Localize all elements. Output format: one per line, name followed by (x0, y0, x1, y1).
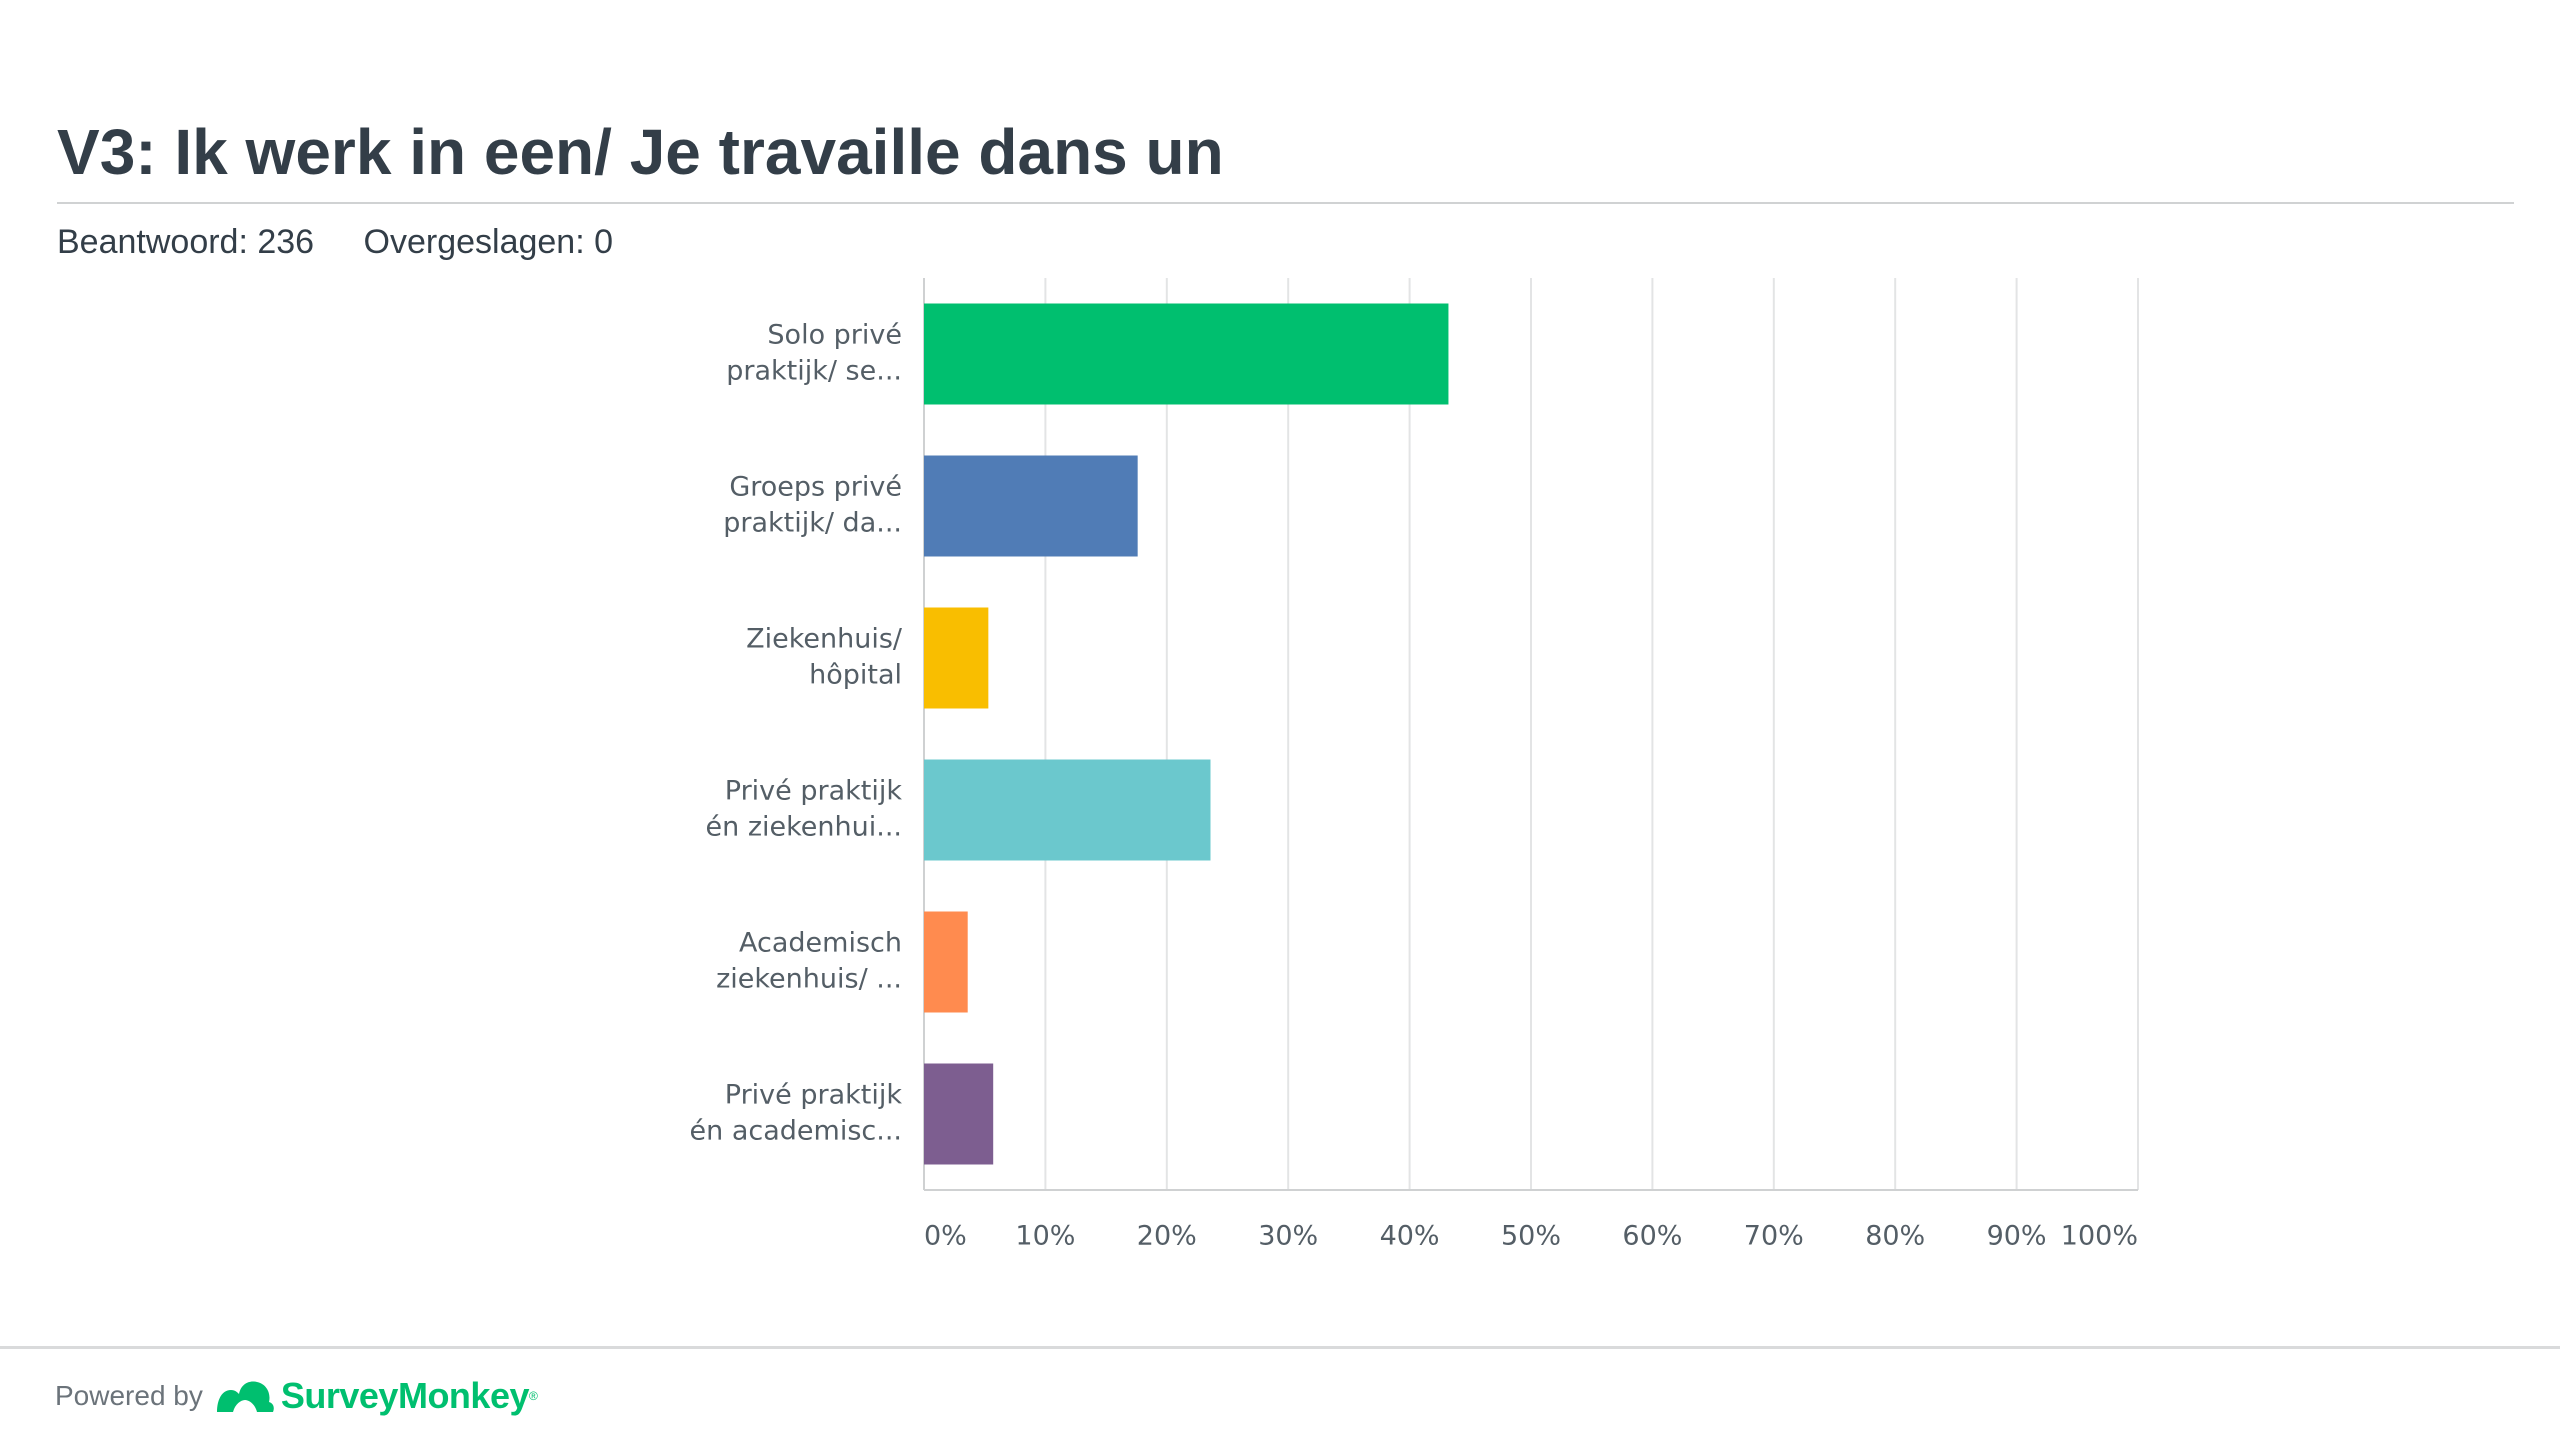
bar (924, 1063, 994, 1165)
question-title: V3: Ik werk in een/ Je travaille dans un (57, 116, 1224, 188)
footer: Powered by SurveyMonkey ® (55, 1366, 538, 1426)
category-label: Privé praktijk (725, 776, 903, 807)
x-tick-label: 50% (1501, 1221, 1561, 1252)
x-tick-label: 60% (1622, 1221, 1682, 1252)
category-label: Ziekenhuis/ (746, 624, 903, 655)
x-tick-label: 30% (1258, 1221, 1318, 1252)
x-tick-label: 80% (1865, 1221, 1925, 1252)
category-label: Academisch (739, 928, 902, 959)
category-label: ziekenhuis/ ... (716, 964, 902, 995)
brand-registered-mark: ® (528, 1389, 538, 1403)
x-tick-label: 40% (1380, 1221, 1440, 1252)
bar (924, 759, 1211, 861)
title-divider (57, 202, 2514, 204)
bar (924, 455, 1138, 557)
category-label: hôpital (809, 660, 902, 691)
category-label: praktijk/ se... (726, 356, 902, 387)
surveymonkey-logo-icon (216, 1381, 274, 1412)
x-tick-label: 0% (924, 1221, 967, 1252)
category-label: én ziekenhui... (706, 812, 902, 843)
bar (924, 303, 1449, 405)
powered-by-text: Powered by (55, 1380, 203, 1411)
footer-divider (0, 1346, 2560, 1349)
category-label: én academisc... (690, 1116, 902, 1147)
bar (924, 911, 968, 1013)
brand-name: SurveyMonkey (280, 1375, 530, 1416)
x-tick-label: 90% (1987, 1221, 2047, 1252)
x-tick-label: 100% (2061, 1221, 2138, 1252)
x-tick-label: 20% (1137, 1221, 1197, 1252)
x-tick-label: 70% (1744, 1221, 1804, 1252)
skipped-count: Overgeslagen: 0 (363, 223, 614, 261)
category-label: praktijk/ da... (723, 508, 902, 539)
answered-count: Beantwoord: 236 (57, 223, 315, 261)
category-label: Privé praktijk (725, 1080, 903, 1111)
bar (924, 607, 989, 709)
category-label: Groeps privé (729, 472, 902, 503)
x-tick-label: 10% (1015, 1221, 1075, 1252)
response-stats: Beantwoord: 236 Overgeslagen: 0 (57, 222, 613, 262)
category-label: Solo privé (767, 320, 902, 351)
